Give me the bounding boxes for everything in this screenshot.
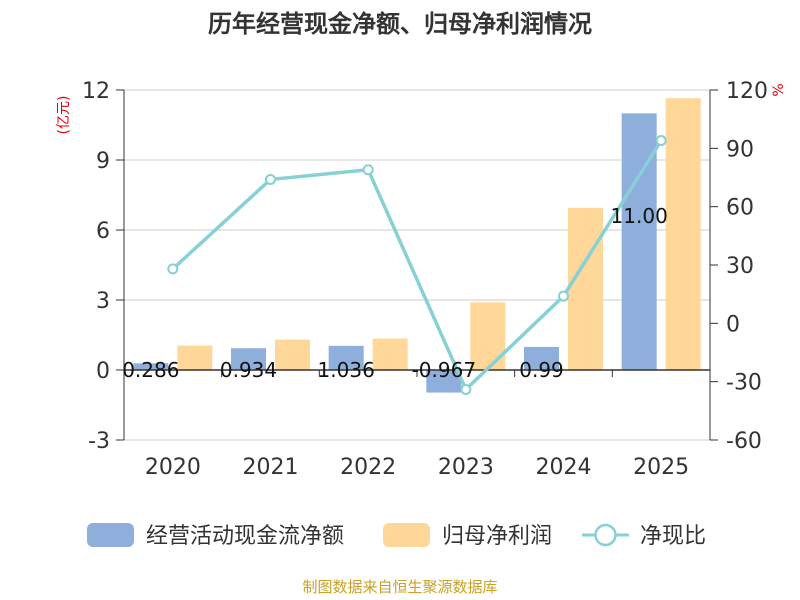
bar-cashflow-2024 — [524, 346, 559, 370]
ratio-point-2022 — [362, 164, 374, 176]
left-tick-label: 12 — [82, 79, 110, 104]
right-tick-label: 60 — [726, 196, 754, 221]
legend-item-cashflow[interactable]: 经营活动现金流净额 — [87, 523, 344, 549]
bar-label-cashflow-2024: 0.99 — [519, 358, 564, 382]
right-tick-label: 120 — [726, 79, 768, 104]
bar-data-labels: 0.286 0.934 1.036 -0.967 0.99 11.00 — [122, 204, 668, 382]
bar-label-cashflow-2021: 0.934 — [220, 358, 277, 382]
right-tick-label: 0 — [726, 312, 740, 337]
right-tick-label: -30 — [726, 371, 762, 396]
bar-profit-2025 — [665, 98, 701, 371]
right-axis-unit: % — [771, 83, 787, 96]
right-axis: 120 90 60 30 0 -30 -60 — [709, 79, 768, 454]
legend-label-ratio: 净现比 — [640, 524, 706, 549]
x-tick-label: 2021 — [243, 455, 299, 480]
bar-profit-2021 — [275, 339, 310, 370]
source-note: 制图数据来自恒生聚源数据库 — [302, 578, 497, 596]
left-tick-label: 6 — [96, 219, 110, 244]
legend-swatch-profit — [383, 523, 430, 547]
bar-label-cashflow-2020: 0.286 — [122, 358, 179, 382]
bars — [133, 98, 701, 393]
right-tick-label: 90 — [726, 137, 754, 162]
bar-label-cashflow-2025: 11.00 — [611, 204, 668, 228]
left-tick-label: -3 — [88, 429, 110, 454]
x-tick-label: 2025 — [633, 455, 689, 480]
left-axis-unit: (亿元) — [56, 96, 72, 135]
ratio-point-2021 — [265, 173, 276, 185]
legend-swatch-cashflow — [87, 523, 134, 547]
bar-cashflow-2023 — [426, 370, 462, 393]
left-tick-label: 0 — [96, 359, 110, 384]
legend: 经营活动现金流净额 归母净利润 净现比 — [87, 523, 706, 549]
chart-title: 历年经营现金净额、归母净利润情况 — [208, 10, 592, 38]
ratio-line — [167, 135, 667, 395]
left-tick-label: 3 — [96, 289, 110, 314]
legend-label-cashflow: 经营活动现金流净额 — [146, 524, 344, 549]
left-tick-label: 9 — [96, 149, 110, 174]
bar-cashflow-2021 — [231, 348, 266, 370]
bar-cashflow-2025 — [621, 113, 657, 370]
ratio-point-2020 — [167, 263, 179, 275]
bar-label-cashflow-2023: -0.967 — [412, 358, 476, 382]
ratio-point-2024 — [558, 290, 569, 302]
x-tick-label: 2023 — [438, 455, 494, 480]
right-tick-label: -60 — [726, 429, 762, 454]
right-tick-label: 30 — [726, 254, 754, 279]
ratio-line-path — [171, 139, 663, 392]
bar-cashflow-2020 — [133, 363, 169, 370]
x-tick-label: 2020 — [145, 455, 201, 480]
x-tick-label: 2022 — [340, 455, 396, 480]
gridlines — [124, 89, 710, 441]
bar-profit-2022 — [372, 338, 408, 370]
ratio-point-2023 — [460, 383, 472, 395]
x-axis: 2020 2021 2022 2023 2024 2025 — [123, 369, 711, 480]
x-tick-label: 2024 — [536, 455, 592, 480]
bar-profit-2020 — [177, 345, 213, 370]
bar-cashflow-2022 — [328, 345, 364, 370]
legend-label-profit: 归母净利润 — [442, 524, 552, 549]
legend-item-profit[interactable]: 归母净利润 — [383, 523, 552, 549]
ratio-point-2025 — [655, 135, 667, 147]
legend-swatch-ratio-marker — [594, 523, 617, 547]
left-axis: 12 9 6 3 0 -3 — [82, 79, 125, 454]
bar-profit-2024 — [568, 207, 603, 370]
legend-item-ratio[interactable]: 净现比 — [582, 523, 706, 549]
bar-label-cashflow-2022: 1.036 — [318, 358, 375, 382]
